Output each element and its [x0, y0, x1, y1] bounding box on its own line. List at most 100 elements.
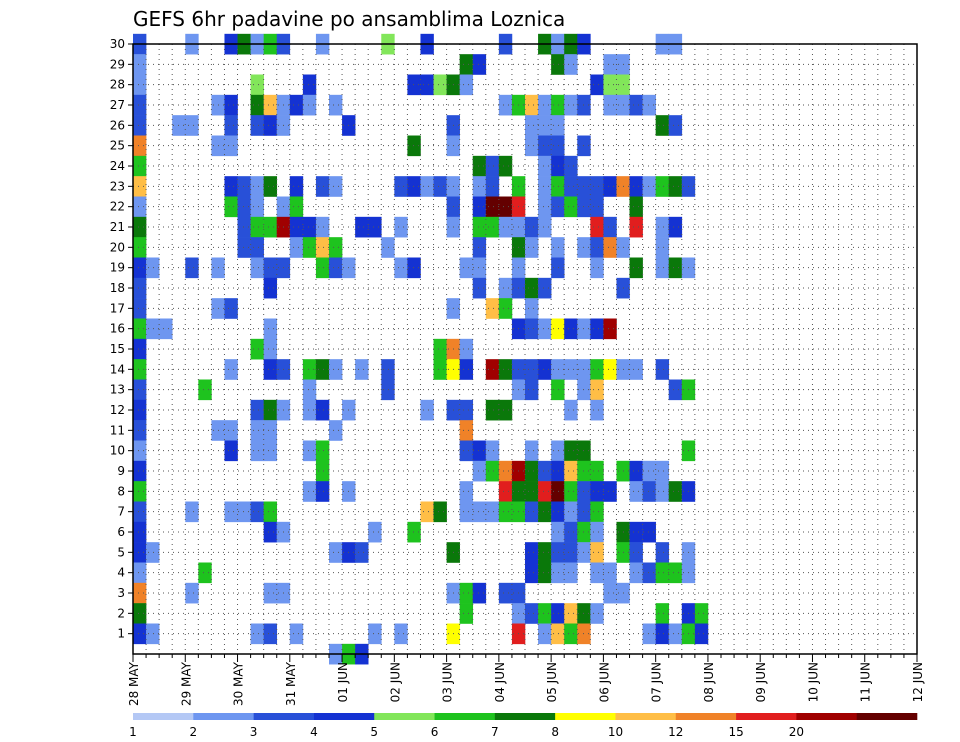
- cell-m1-t31: [538, 623, 552, 645]
- cell-m12-t14: [315, 399, 330, 421]
- colorbar-label: 1: [129, 725, 137, 739]
- cell-m6-t39: [642, 521, 656, 543]
- y-tick-label: 2: [117, 606, 125, 620]
- colorbar-swatch: [555, 713, 616, 720]
- cell-m14-t15: [329, 359, 343, 380]
- cell-m19-t1: [146, 257, 160, 279]
- cell-m7-t26: [472, 501, 487, 523]
- y-tick-label: 30: [110, 37, 125, 51]
- cell-m3-t4: [185, 582, 199, 604]
- cell-m20-t13: [302, 237, 317, 258]
- cell-m5-t31: [538, 542, 552, 563]
- cell-m27-t12: [289, 94, 304, 116]
- cell-m28-t25: [459, 74, 474, 96]
- cell-m27-t38: [629, 94, 643, 116]
- cell-m9-t30: [525, 460, 539, 482]
- cell-m19-t35: [590, 257, 604, 279]
- cell-m22-t38: [629, 196, 643, 218]
- cell-m28-t35: [590, 74, 604, 96]
- cell-m29-t26: [472, 54, 487, 75]
- cell-m8-t14: [315, 481, 330, 502]
- y-tick-label: 19: [110, 261, 125, 275]
- cell-m20-t0: [133, 237, 147, 258]
- y-tick-label: 11: [110, 423, 125, 437]
- cell-m14-t36: [603, 359, 617, 380]
- cell-m21-t0: [133, 216, 147, 238]
- cell-m24-t33: [564, 155, 578, 177]
- cell-m4-t35: [590, 562, 604, 584]
- y-tick-label: 6: [117, 525, 125, 539]
- cell-m14-t35: [590, 359, 604, 380]
- colorbar-label: 6: [431, 725, 439, 739]
- colorbar-swatch: [133, 713, 194, 720]
- colorbar-label: 15: [728, 725, 743, 739]
- x-tick-label: 09 JUN: [754, 662, 768, 702]
- cell-m7-t0: [133, 501, 147, 523]
- x-tick-label: 29 MAY: [179, 661, 193, 706]
- cell-m21-t13: [302, 216, 317, 238]
- cell-m2-t40: [655, 603, 670, 624]
- cell-m14-t31: [538, 359, 552, 380]
- cell-m24-t0: [133, 155, 147, 177]
- cell-m19-t10: [263, 257, 278, 279]
- cell-m1-t39: [642, 623, 656, 645]
- y-tick-label: 7: [117, 505, 125, 519]
- cell-m7-t31: [538, 501, 552, 523]
- cell-m6-t38: [629, 521, 643, 543]
- cell-m20-t15: [329, 237, 343, 258]
- colorbar-label: 2: [189, 725, 197, 739]
- cell-m6-t35: [590, 521, 604, 543]
- y-tick-label: 21: [110, 220, 125, 234]
- y-tick-label: 18: [110, 281, 125, 295]
- cell-m27-t39: [642, 94, 656, 116]
- cell-m19-t41: [668, 257, 683, 279]
- cell-m23-t14: [315, 176, 330, 197]
- cell-m9-t35: [590, 460, 604, 482]
- cell-m2-t33: [564, 603, 578, 624]
- cell-m5-t32: [551, 542, 565, 563]
- cell-m11-t0: [133, 420, 147, 441]
- cell-m14-t27: [485, 359, 500, 380]
- cell-m14-t13: [302, 359, 317, 380]
- cell-m23-t23: [433, 176, 447, 197]
- cell-m3-t28: [498, 582, 513, 604]
- cell-m28-t21: [407, 74, 421, 96]
- cell-m21-t20: [394, 216, 408, 238]
- cell-m8-t31: [538, 481, 552, 502]
- grid-layer: [133, 43, 917, 654]
- cell-m4-t41: [668, 562, 683, 584]
- cell-m9-t31: [538, 460, 552, 482]
- cell-m15-t25: [459, 338, 474, 360]
- cell-m1-t43: [694, 623, 709, 645]
- x-tick-label: 31 MAY: [284, 661, 298, 706]
- cell-m1-t0: [133, 623, 147, 645]
- cell-m21-t31: [538, 216, 552, 238]
- cell-m20-t26: [472, 237, 487, 258]
- cell-m16-t35: [590, 318, 604, 340]
- y-tick-label: 14: [110, 362, 125, 376]
- cell-m28-t22: [420, 74, 434, 96]
- colorbar-swatch: [736, 713, 797, 720]
- cell-m17-t0: [133, 298, 147, 319]
- cell-m17-t30: [525, 298, 539, 319]
- cell-m27-t31: [538, 94, 552, 116]
- cell-m20-t36: [603, 237, 617, 258]
- y-tick-label: 28: [110, 78, 125, 92]
- cell-m8-t30: [525, 481, 539, 502]
- y-tick-label: 3: [117, 586, 125, 600]
- colorbar-label: 4: [310, 725, 318, 739]
- cell-m7-t33: [564, 501, 578, 523]
- cell-m3-t25: [459, 582, 474, 604]
- cell-m21-t38: [629, 216, 643, 238]
- cell-m14-t10: [263, 359, 278, 380]
- cell-m10-t25: [459, 440, 474, 462]
- cell-m19-t15: [329, 257, 343, 279]
- cell-m19-t21: [407, 257, 421, 279]
- cell-m26-t32: [551, 115, 565, 136]
- cell-m24-t31: [538, 155, 552, 177]
- cell-m26-t31: [538, 115, 552, 136]
- cell-m2-t32: [551, 603, 565, 624]
- cell-m13-t13: [302, 379, 317, 401]
- colorbar-label: 10: [608, 725, 623, 739]
